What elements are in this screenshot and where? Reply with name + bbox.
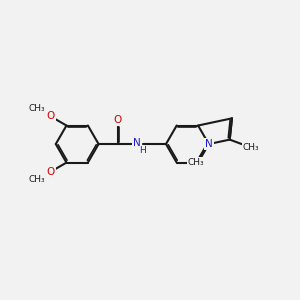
Text: CH₃: CH₃ [243,143,259,152]
Text: CH₃: CH₃ [28,175,45,184]
Text: O: O [46,111,55,122]
Text: O: O [114,115,122,125]
Text: H: H [139,146,146,154]
Text: N: N [133,138,141,148]
Text: CH₃: CH₃ [28,104,45,113]
Text: O: O [46,167,55,177]
Text: CH₃: CH₃ [188,158,204,167]
Text: N: N [205,139,213,149]
